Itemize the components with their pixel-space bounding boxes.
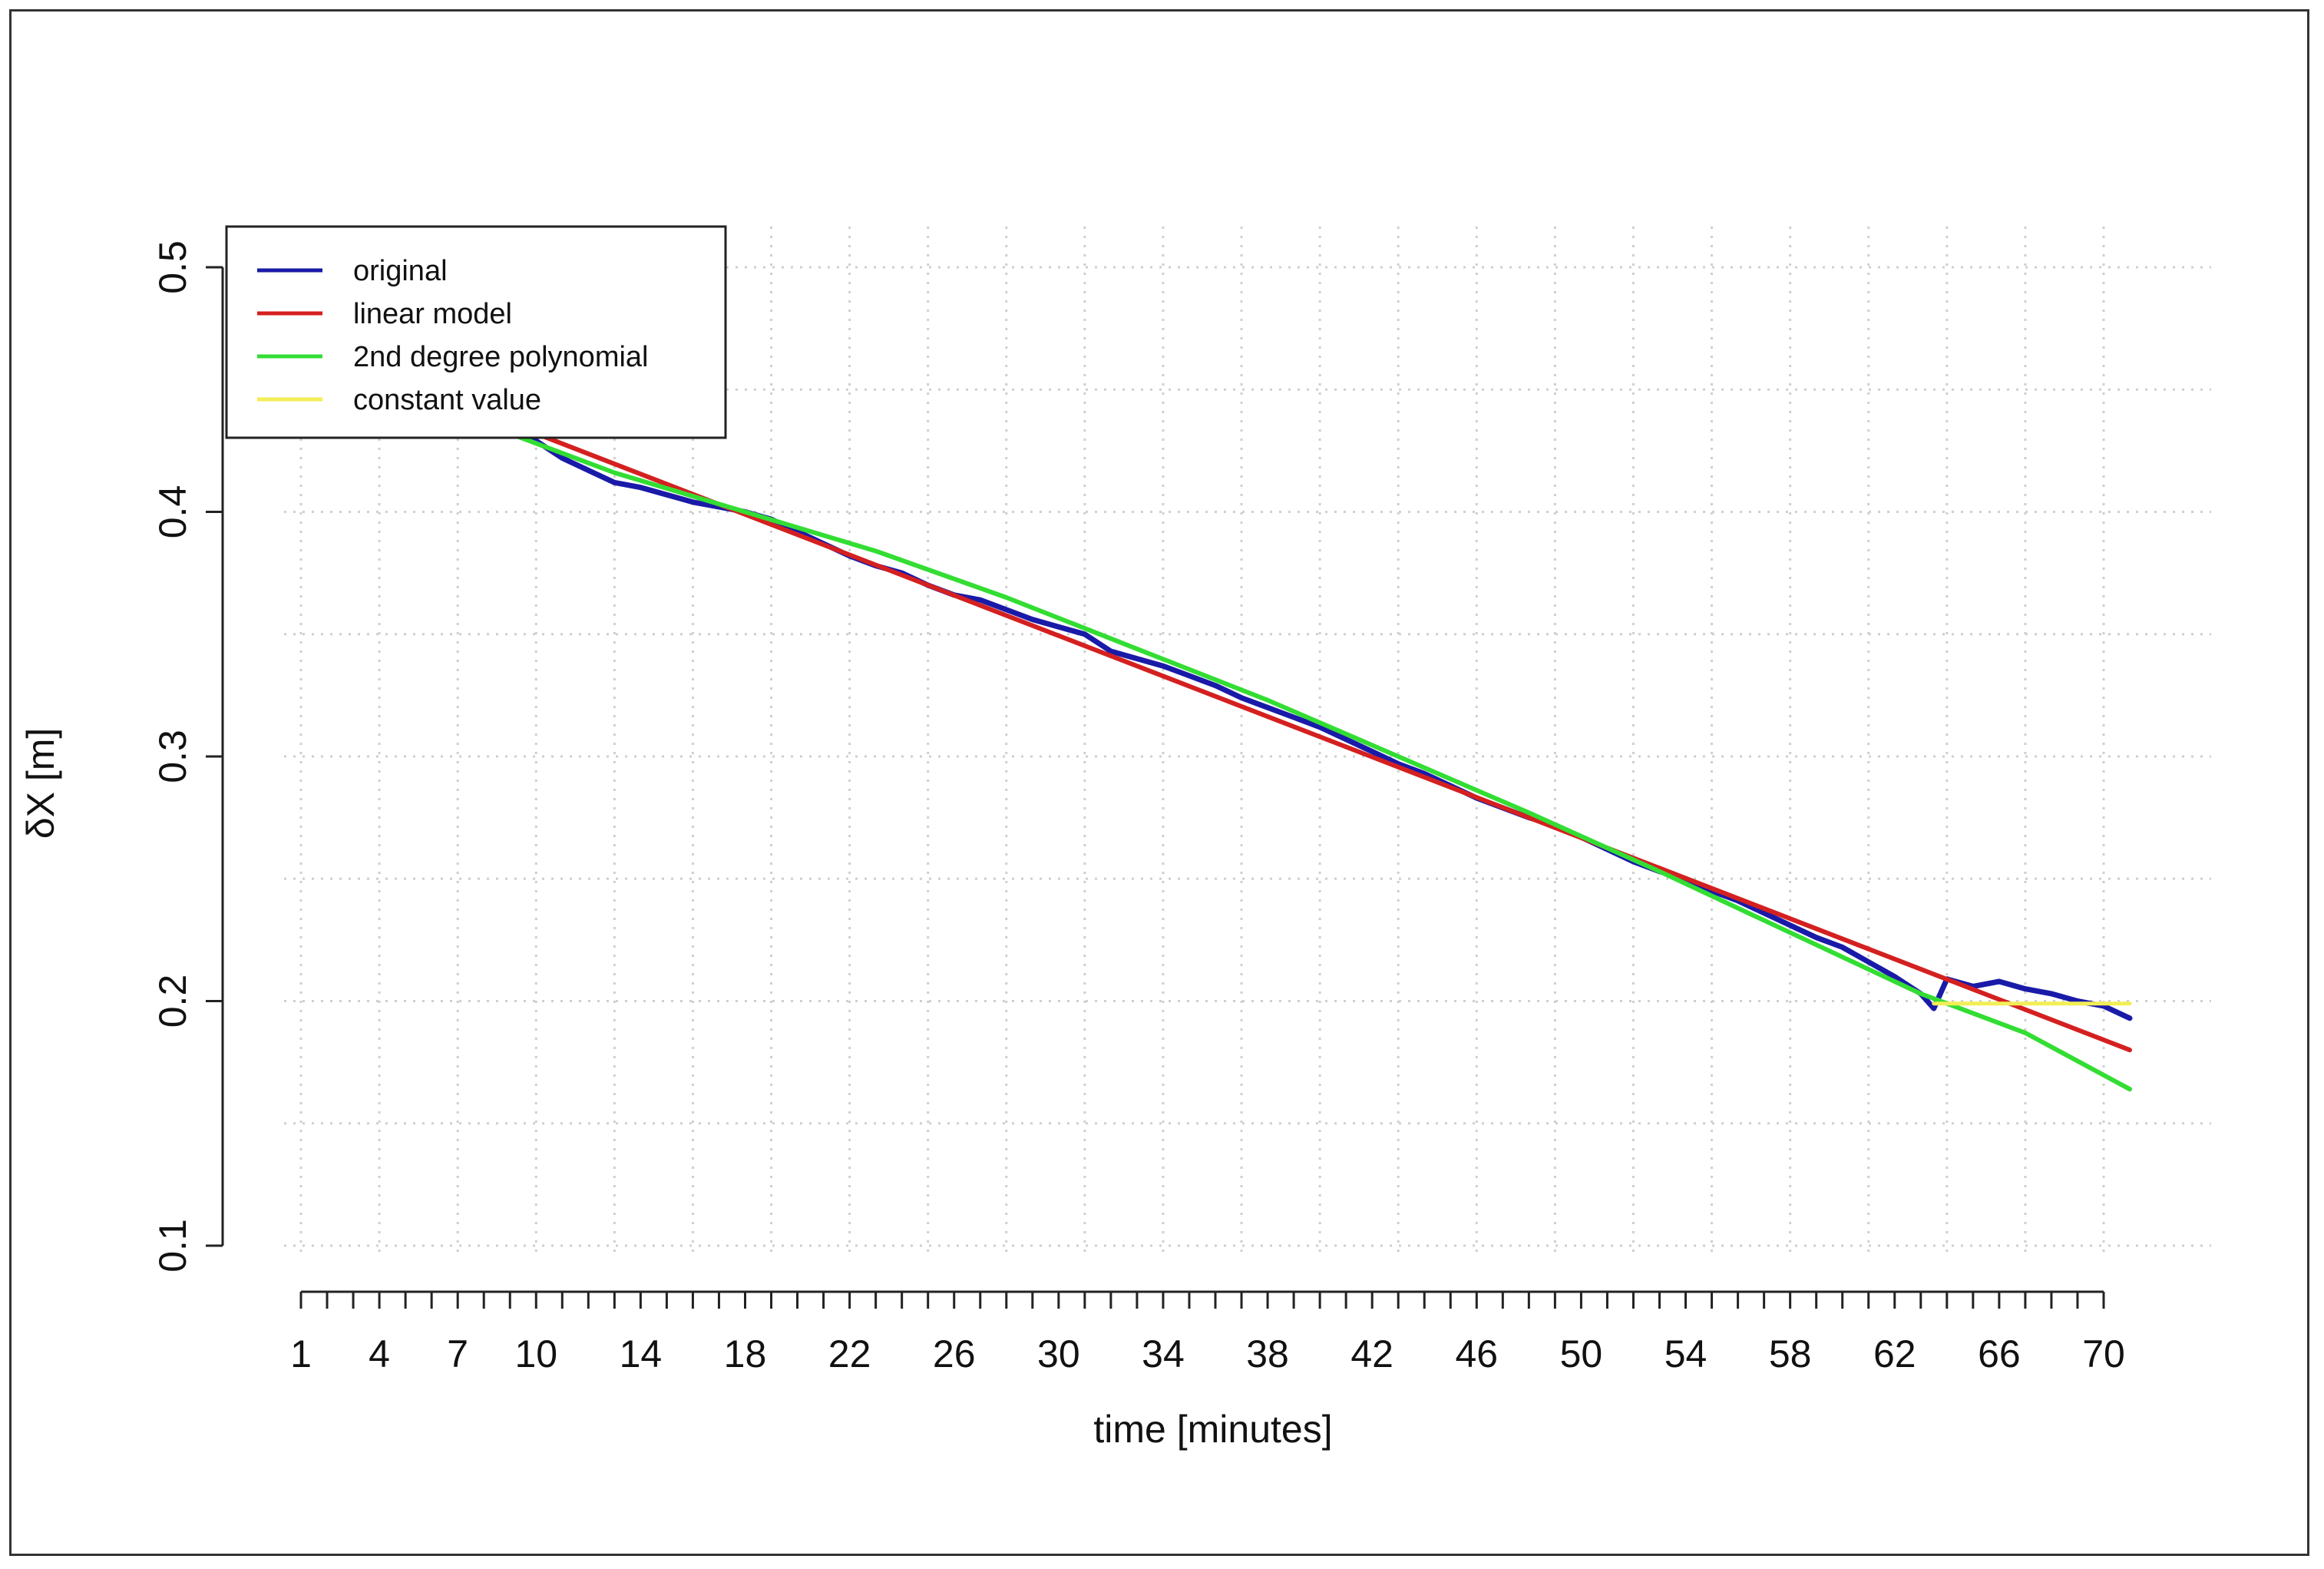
x-tick-label: 1: [290, 1332, 312, 1375]
x-axis-title: time [minutes]: [1093, 1408, 1332, 1451]
y-tick-label: 0.2: [151, 975, 194, 1028]
x-tick-label: 54: [1664, 1332, 1707, 1375]
x-tick-label: 4: [369, 1332, 390, 1375]
x-tick-label: 34: [1142, 1332, 1185, 1375]
x-tick-label: 22: [828, 1332, 871, 1375]
x-tick-label: 10: [514, 1332, 557, 1375]
x-tick-label: 14: [620, 1332, 663, 1375]
x-tick-label: 26: [933, 1332, 976, 1375]
y-tick-label: 0.1: [151, 1219, 194, 1273]
y-tick-label: 0.4: [151, 485, 194, 539]
x-tick-label: 42: [1350, 1332, 1393, 1375]
legend-label: linear model: [353, 298, 512, 330]
x-tick-label: 70: [2082, 1332, 2125, 1375]
x-tick-label: 38: [1246, 1332, 1289, 1375]
y-axis: 0.1 0.2 0.3 0.4 0.5: [151, 240, 224, 1273]
legend-label: original: [353, 255, 448, 287]
x-tick-label: 30: [1037, 1332, 1080, 1375]
legend: original linear model 2nd degree polynomia…: [225, 225, 727, 439]
x-tick-label: 18: [724, 1332, 767, 1375]
series-layer: [507, 431, 2133, 1092]
y-tick-label: 0.3: [151, 730, 194, 783]
x-tick-label: 46: [1455, 1332, 1498, 1375]
legend-label: constant value: [353, 384, 541, 416]
x-axis: 1 4 7 10 14 18 22 26 30 34 38 42 46 50 54 58 62 66 70: [290, 1290, 2125, 1375]
legend-label: 2nd degree polynomial: [353, 341, 649, 373]
y-tick-label: 0.5: [151, 240, 194, 294]
x-tick-label: 58: [1769, 1332, 1812, 1375]
x-tick-label: 50: [1560, 1332, 1603, 1375]
x-tick-label: 7: [447, 1332, 468, 1375]
series-line-original: [507, 431, 2133, 1021]
legend-box: [225, 225, 727, 439]
x-tick-label: 66: [1978, 1332, 2021, 1375]
y-axis-title: δX [m]: [19, 728, 62, 839]
x-tick-label: 62: [1873, 1332, 1916, 1375]
series-line-linear-model: [534, 431, 2132, 1053]
series-line-2nd-degree-polynomial: [507, 431, 2132, 1092]
